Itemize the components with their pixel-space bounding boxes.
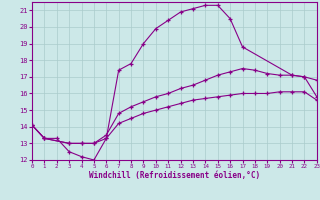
X-axis label: Windchill (Refroidissement éolien,°C): Windchill (Refroidissement éolien,°C) (89, 171, 260, 180)
